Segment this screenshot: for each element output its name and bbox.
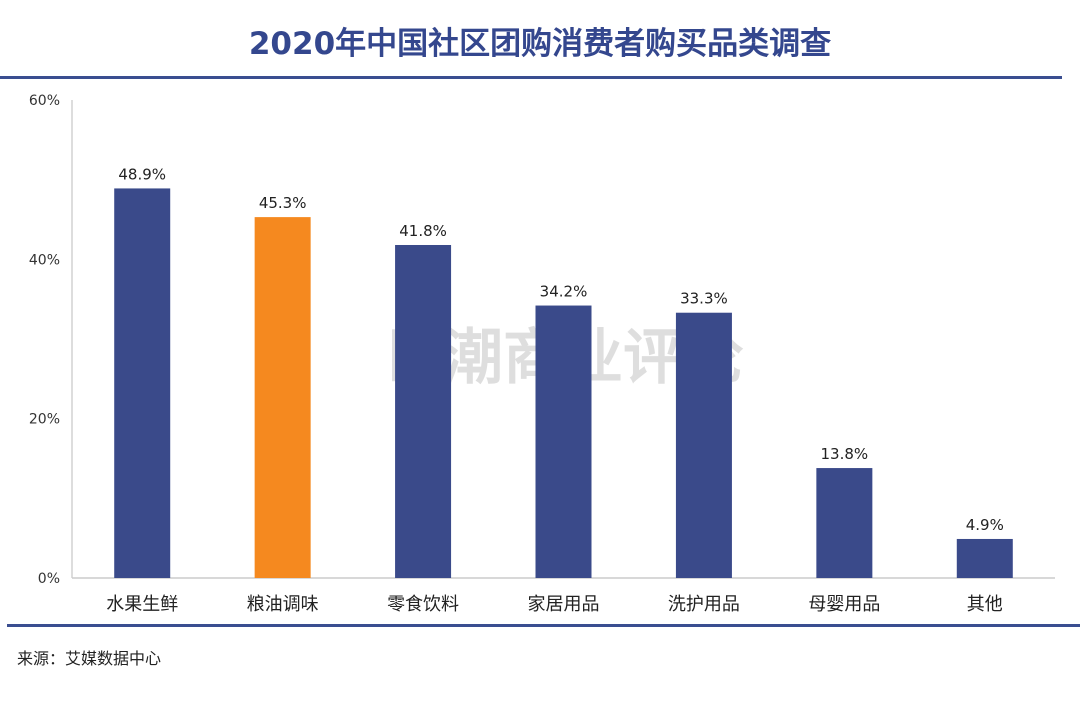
x-tick-label: 水果生鲜 <box>106 594 178 615</box>
bar <box>535 305 592 578</box>
y-tick-label: 20% <box>29 412 60 428</box>
data-label: 48.9% <box>118 165 166 183</box>
chart-title: 2020年中国社区团购消费者购买品类调查 <box>248 26 832 62</box>
bar <box>114 188 171 578</box>
data-label: 33.3% <box>680 290 728 308</box>
data-label: 41.8% <box>399 222 447 240</box>
x-tick-label: 零食饮料 <box>387 594 459 615</box>
bar <box>956 538 1013 578</box>
footer-divider <box>7 624 1080 627</box>
x-tick-label: 母婴用品 <box>808 594 880 615</box>
x-tick-label: 洗护用品 <box>668 594 740 615</box>
bar <box>675 312 732 578</box>
y-tick-label: 0% <box>38 571 60 587</box>
bar <box>816 468 873 578</box>
data-label: 34.2% <box>540 283 588 301</box>
x-tick-label: 家居用品 <box>528 594 600 615</box>
source-note: 来源：艾媒数据中心 <box>17 649 162 668</box>
bar <box>395 244 452 578</box>
y-tick-label: 60% <box>29 93 60 109</box>
bar <box>254 217 311 579</box>
data-label: 4.9% <box>966 516 1004 534</box>
y-tick-label: 40% <box>29 252 60 268</box>
data-label: 13.8% <box>821 445 869 463</box>
data-label: 45.3% <box>259 194 307 212</box>
title-divider <box>0 76 1062 79</box>
x-tick-label: 粮油调味 <box>247 594 319 615</box>
x-tick-label: 其他 <box>967 594 1003 615</box>
